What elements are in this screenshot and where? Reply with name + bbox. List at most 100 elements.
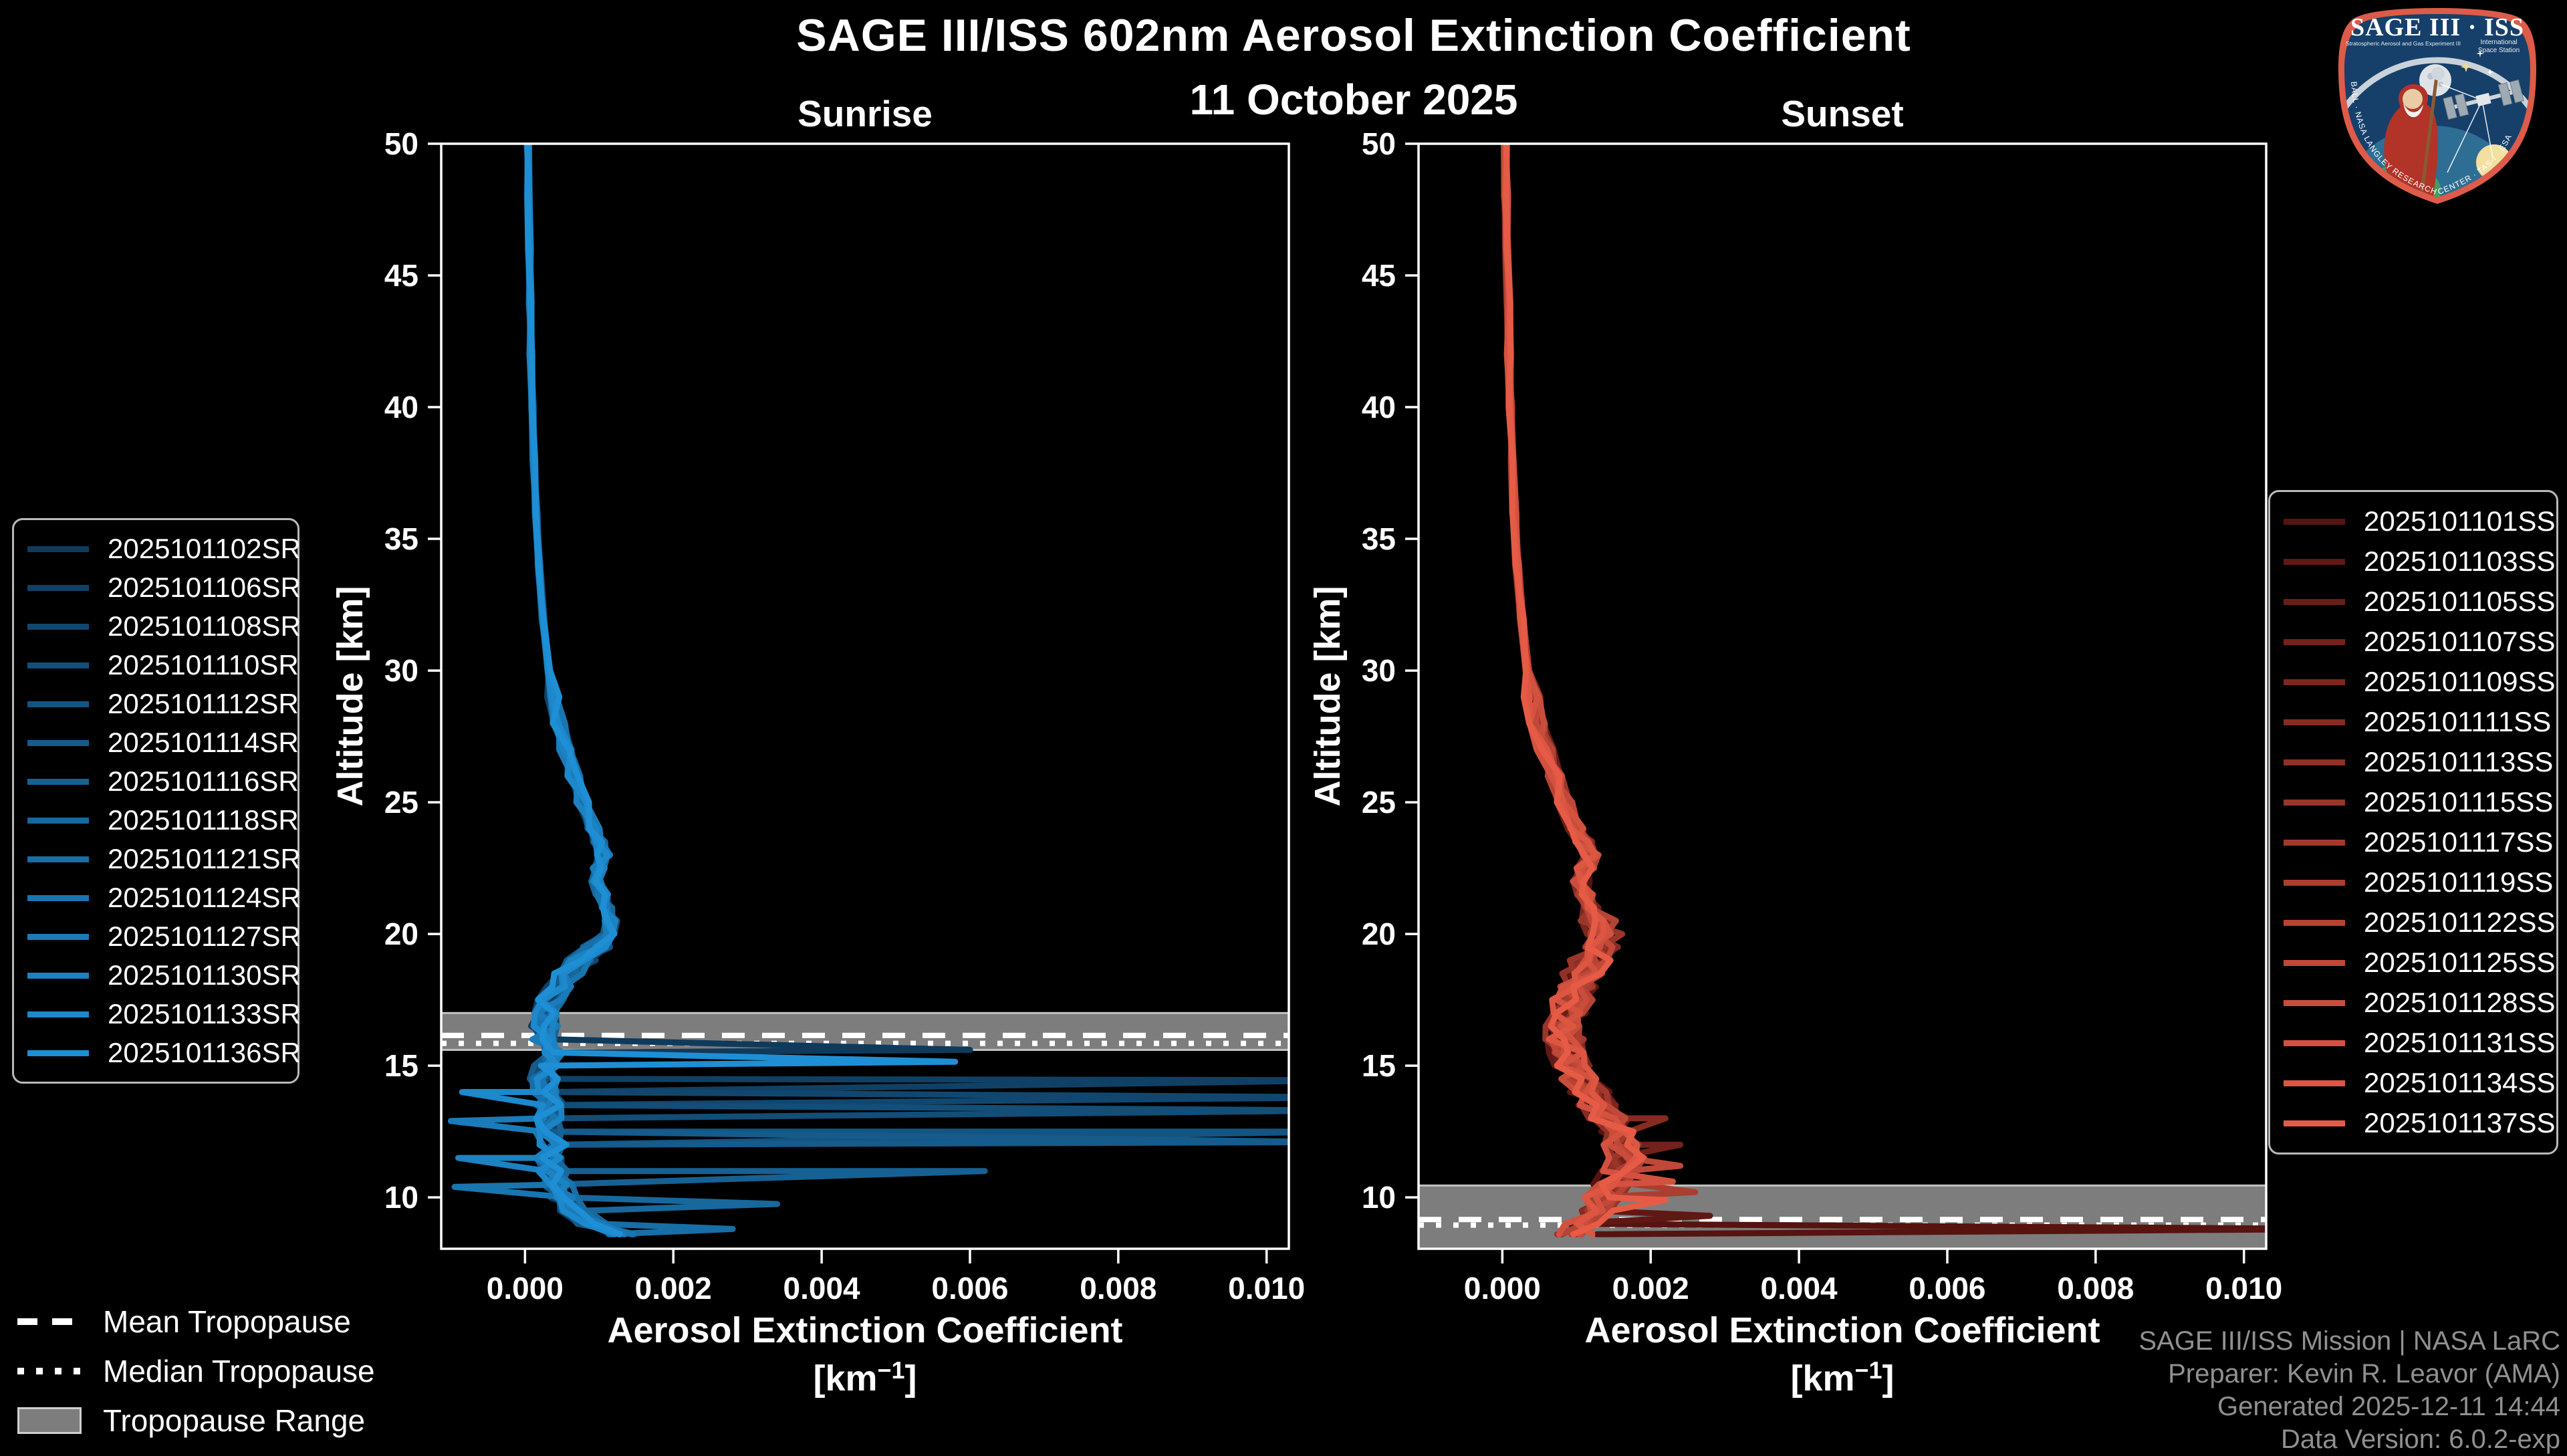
y-axis-ticks: 10 15 20 25 30 35 40 45 50: [384, 126, 441, 1215]
legend-swatch: [27, 817, 89, 824]
legend-label: 2025101122SS: [2364, 906, 2556, 938]
series-line: [1502, 144, 2266, 1237]
svg-text:0.002: 0.002: [1612, 1271, 1689, 1306]
legend-swatch: [2284, 759, 2345, 765]
legend-label: 2025101105SS: [2364, 586, 2556, 617]
legend-label: 2025101106SR: [108, 572, 301, 603]
svg-text:50: 50: [384, 126, 418, 161]
legend-item: 2025101127SR: [27, 921, 301, 953]
legend-label: 2025101109SS: [2364, 666, 2556, 697]
series-line: [524, 144, 1289, 1237]
legend-label: 2025101107SS: [2364, 626, 2556, 657]
sunset-panel-title: Sunset: [1781, 93, 1904, 134]
logo-scan-beams: [2440, 84, 2493, 173]
legend-item: 2025101133SR: [27, 998, 301, 1030]
plot-frame: [440, 142, 1290, 1250]
legend-item: 2025101131SS: [2284, 1027, 2556, 1059]
legend-item: 2025101116SR: [27, 765, 299, 798]
sunrise-legend: 2025101102SR 2025101106SR 2025101108SR 2025…: [12, 518, 301, 1084]
legend-label: 2025101124SR: [108, 882, 301, 913]
legend-swatch: [27, 701, 89, 707]
svg-text:0.006: 0.006: [931, 1271, 1008, 1306]
sunrise-series-group: [447, 144, 1289, 1237]
series-line: [524, 144, 959, 1237]
legend-swatch: [2284, 839, 2345, 846]
legend-label: 2025101111SS: [2364, 706, 2552, 737]
legend-swatch: [2284, 1120, 2345, 1126]
legend-item: 2025101134SS: [2284, 1067, 2556, 1099]
legend-swatch: [27, 972, 89, 979]
svg-text:40: 40: [384, 390, 418, 424]
legend-label: 2025101128SS: [2364, 987, 2556, 1018]
svg-text:10: 10: [384, 1180, 418, 1215]
legend-swatch: [2284, 518, 2345, 525]
logo-orbit-ring: [2344, 57, 2530, 197]
legend-swatch: [2284, 919, 2345, 926]
x-axis-label: Aerosol Extinction Coefficient: [1584, 1310, 2100, 1350]
legend-label: 2025101118SR: [108, 804, 299, 836]
legend-label: 2025101133SR: [108, 998, 301, 1029]
logo-father-time: [2384, 67, 2445, 197]
legend-swatch: [27, 584, 89, 591]
legend-swatch: [27, 623, 89, 630]
series-line: [523, 144, 1289, 1237]
legend-item: 2025101110SR: [27, 649, 299, 681]
sage-iii-iss-logo: SAGE III · ISS Stratospheric Aerosol and…: [2338, 8, 2536, 204]
legend-label: 2025101134SS: [2364, 1067, 2556, 1098]
legend-swatch: [2284, 638, 2345, 645]
legend-label: 2025101113SS: [2364, 746, 2554, 777]
plot-frame: [1417, 142, 2268, 1250]
x-axis-unit: [km−1]: [813, 1356, 916, 1399]
svg-text:30: 30: [384, 653, 418, 688]
legend-item: 2025101108SR: [27, 610, 301, 642]
series-line: [525, 144, 1289, 1237]
tropopause-range-legend-item: Tropopause Range: [17, 1403, 375, 1439]
legend-item: 2025101113SS: [2284, 746, 2553, 778]
svg-text:0.004: 0.004: [783, 1271, 861, 1306]
legend-item: 2025101111SS: [2284, 706, 2551, 738]
svg-text:40: 40: [1362, 390, 1396, 424]
legend-swatch: [2284, 799, 2345, 806]
series-line: [1503, 144, 1669, 1237]
credits-mission: SAGE III/ISS Mission | NASA LaRC: [2138, 1326, 2560, 1356]
tropopause-legend: Mean Tropopause Median Tropopause Tropop…: [17, 1304, 375, 1439]
legend-label: 2025101127SR: [108, 921, 301, 952]
legend-swatch: [27, 933, 89, 940]
legend-swatch: [2284, 1040, 2345, 1046]
legend-swatch: [2284, 598, 2345, 605]
legend-swatch: [2284, 719, 2345, 725]
svg-text:0.010: 0.010: [1228, 1271, 1305, 1306]
dotted-line-swatch: [17, 1368, 82, 1374]
legend-item: 2025101107SS: [2284, 626, 2556, 658]
legend-item: 2025101109SS: [2284, 666, 2556, 698]
legend-swatch: [27, 545, 89, 552]
legend-item: 2025101115SS: [2284, 786, 2553, 818]
legend-label: 2025101112SR: [108, 688, 299, 719]
sunrise-panel-title: Sunrise: [798, 93, 933, 134]
legend-label: 2025101131SS: [2364, 1027, 2556, 1058]
svg-text:20: 20: [384, 917, 418, 951]
legend-swatch: [27, 894, 89, 901]
legend-label: 2025101114SR: [108, 727, 299, 758]
sunset-legend: 2025101101SS 2025101103SS 2025101105SS 2025…: [2268, 490, 2558, 1155]
dashed-line-swatch: [17, 1318, 82, 1325]
svg-text:25: 25: [384, 785, 418, 820]
legend-item: 2025101117SS: [2284, 826, 2553, 858]
legend-swatch: [27, 662, 89, 669]
logo-subtitle-right2: Space Station: [2478, 47, 2520, 54]
figure-title: SAGE III/ISS 602nm Aerosol Extinction Co…: [796, 10, 1911, 61]
logo-title: SAGE III · ISS: [2350, 13, 2524, 41]
logo-star3: [2487, 69, 2493, 76]
legend-swatch: [2284, 558, 2345, 565]
legend-label: 2025101101SS: [2364, 505, 2556, 537]
svg-text:0.000: 0.000: [1464, 1271, 1541, 1306]
legend-swatch: [2284, 1080, 2345, 1086]
legend-item: 2025101118SR: [27, 804, 299, 836]
legend-label: 2025101110SR: [108, 649, 299, 681]
legend-label: 2025101119SS: [2364, 866, 2554, 898]
legend-label: 2025101115SS: [2364, 786, 2554, 818]
y-axis-label: Altitude [km]: [1308, 586, 1348, 807]
